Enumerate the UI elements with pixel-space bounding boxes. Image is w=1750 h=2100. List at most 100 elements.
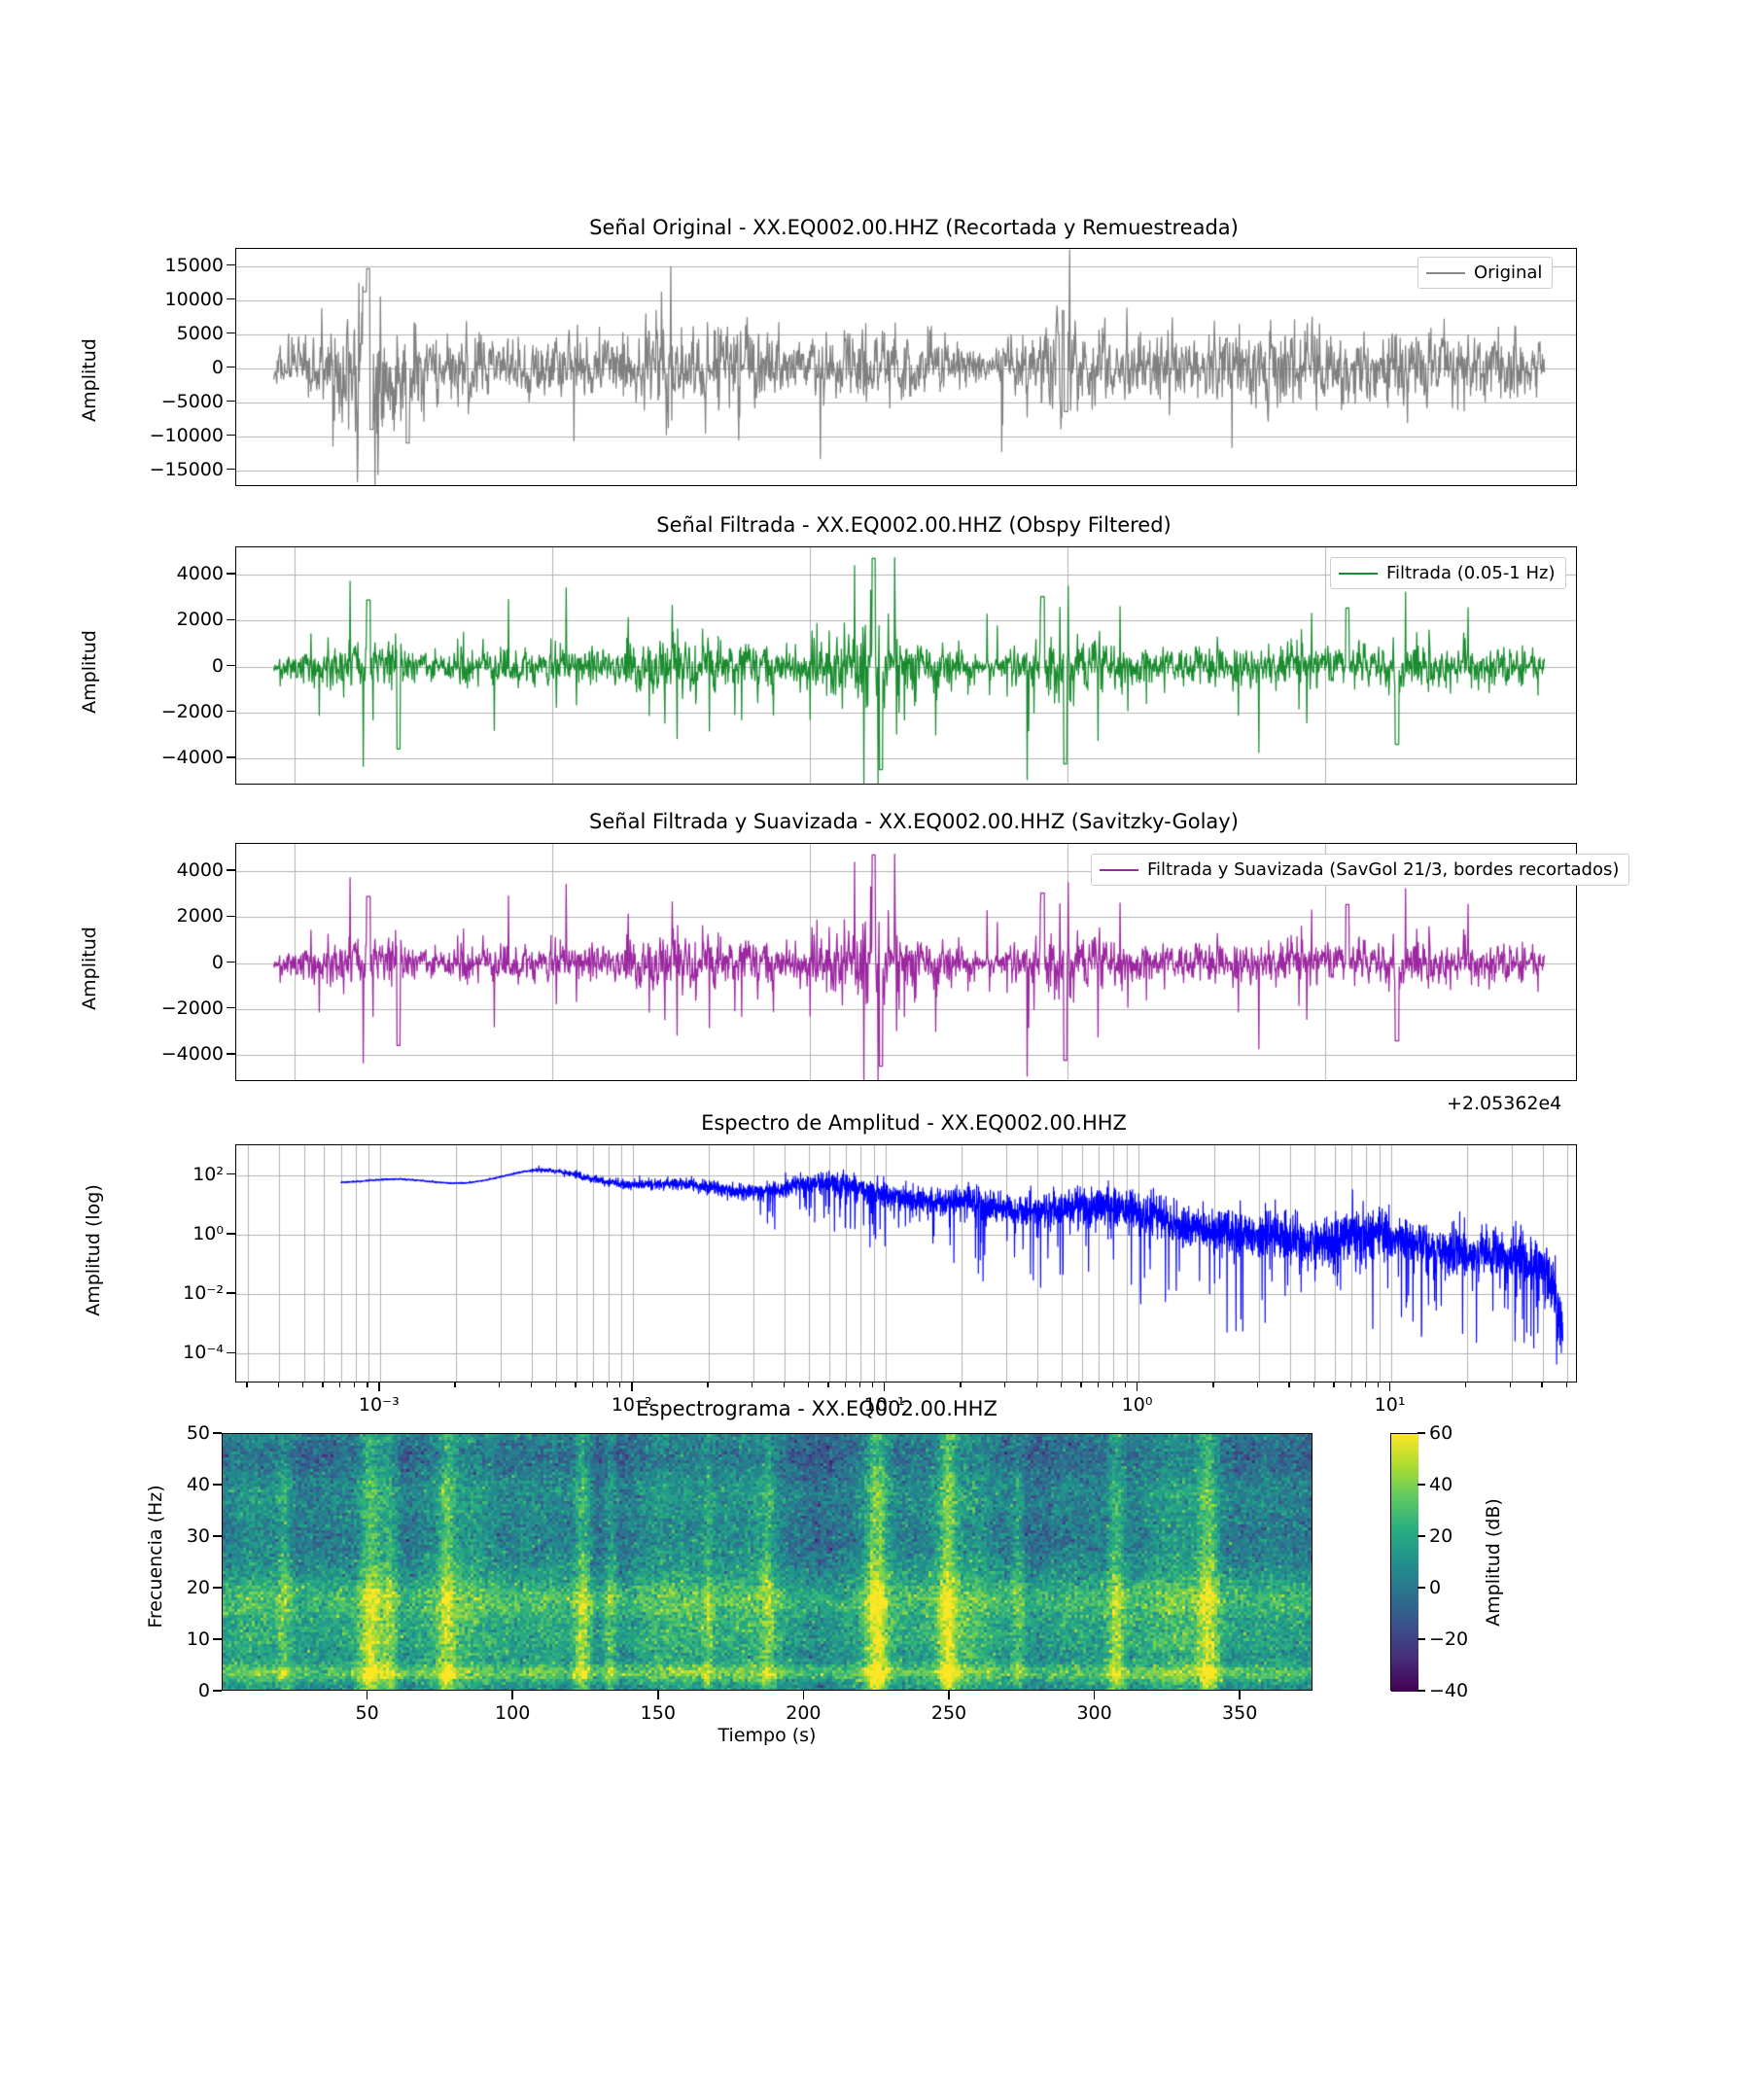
axis-tick-mark-minor (1565, 1382, 1567, 1387)
axis-tick-label: 0 (197, 1680, 210, 1701)
axis-tick-mark (1239, 1691, 1241, 1699)
axis-tick-mark (227, 755, 235, 758)
axis-tick-mark-minor (338, 1382, 341, 1387)
axis-tick-label: 10 (186, 1628, 210, 1650)
axis-tick-mark (227, 1233, 235, 1235)
axis-tick-label: 10⁰ (1121, 1394, 1153, 1416)
axis-tick-mark-minor (530, 1382, 532, 1387)
axis-tick-label: 300 (1076, 1702, 1112, 1724)
panel-espectrograma-axes (222, 1433, 1312, 1691)
axis-tick-mark-minor (322, 1382, 324, 1387)
axis-tick-label: 0 (211, 356, 224, 378)
axis-tick-label: 250 (930, 1702, 967, 1724)
axis-tick-mark-minor (1541, 1382, 1543, 1387)
axis-tick-mark-minor (454, 1382, 456, 1387)
axis-tick-mark-minor (606, 1382, 609, 1387)
axis-tick-label: 2000 (176, 905, 224, 928)
axis-tick-label: 40 (186, 1474, 210, 1495)
axis-tick-label: 4000 (176, 563, 224, 585)
axis-tick-label: 100 (495, 1702, 531, 1724)
legend-swatch-filtrada (1339, 572, 1378, 575)
panel-suavizada-offset: +2.05362e4 (1447, 1093, 1562, 1114)
axis-tick-mark (630, 1382, 633, 1391)
axis-tick-mark (227, 263, 235, 266)
axis-tick-mark (213, 1638, 222, 1640)
axis-tick-label: 4000 (176, 859, 224, 882)
axis-tick-mark-minor (1312, 1382, 1314, 1387)
axis-tick-label: −2000 (160, 997, 224, 1019)
axis-tick-mark-minor (554, 1382, 557, 1387)
axis-tick-mark-minor (960, 1382, 962, 1387)
colorbar-tick-label: −40 (1429, 1680, 1469, 1701)
axis-tick-label: 10⁻⁴ (183, 1342, 224, 1364)
axis-tick-mark (227, 1172, 235, 1175)
axis-tick-label: 350 (1222, 1702, 1258, 1724)
axis-tick-mark-minor (1004, 1382, 1006, 1387)
axis-tick-label: 20 (186, 1577, 210, 1598)
axis-tick-mark (378, 1382, 380, 1391)
axis-tick-mark-minor (353, 1382, 356, 1387)
axis-tick-mark-minor (1288, 1382, 1290, 1387)
colorbar-tick-mark (1418, 1690, 1425, 1692)
axis-tick-mark (1136, 1382, 1138, 1391)
panel-suavizada-legend: Filtrada y Suavizada (SavGol 21/3, borde… (1091, 854, 1630, 886)
panel-original-title: Señal Original - XX.EQ002.00.HHZ (Recort… (589, 216, 1239, 239)
axis-tick-mark (227, 618, 235, 621)
axis-tick-label: 15000 (164, 254, 224, 276)
axis-tick-mark-minor (1349, 1382, 1351, 1387)
colorbar-tick-mark (1418, 1638, 1425, 1640)
axis-tick-mark (213, 1432, 222, 1434)
axis-tick-mark (227, 1351, 235, 1354)
axis-tick-mark (511, 1691, 513, 1699)
panel-espectrograma-xlabel: Tiempo (s) (718, 1725, 817, 1746)
axis-tick-label: 200 (786, 1702, 822, 1724)
axis-tick-mark (213, 1484, 222, 1486)
colorbar-tick-label: 40 (1429, 1474, 1453, 1495)
axis-tick-mark-minor (1465, 1382, 1467, 1387)
axis-tick-label: 2000 (176, 609, 224, 631)
axis-tick-label: 10⁻² (183, 1282, 224, 1305)
axis-tick-mark-minor (1364, 1382, 1366, 1387)
axis-tick-mark-minor (783, 1382, 785, 1387)
axis-tick-mark-minor (1378, 1382, 1380, 1387)
axis-tick-mark-minor (872, 1382, 874, 1387)
axis-tick-label: 50 (355, 1702, 379, 1724)
axis-tick-label: −4000 (160, 746, 224, 768)
axis-tick-label: 50 (186, 1422, 210, 1444)
axis-tick-mark (883, 1382, 886, 1391)
axis-tick-label: −10000 (149, 424, 224, 446)
panel-espectrograma-title: Espectrograma - XX.EQ002.00.HHZ (636, 1397, 998, 1420)
axis-tick-mark-minor (858, 1382, 861, 1387)
axis-tick-mark-minor (301, 1382, 304, 1387)
colorbar-tick-label: 20 (1429, 1525, 1453, 1547)
colorbar-tick-mark (1418, 1484, 1425, 1486)
colorbar-label: Amplitud (dB) (1483, 1498, 1504, 1627)
panel-espectro-axes (235, 1144, 1577, 1382)
axis-tick-mark-minor (1097, 1382, 1099, 1387)
panel-filtrada-legend: Filtrada (0.05-1 Hz) (1330, 557, 1566, 589)
axis-tick-mark (366, 1691, 368, 1699)
axis-tick-mark (802, 1691, 805, 1699)
axis-tick-mark-minor (1256, 1382, 1259, 1387)
legend-swatch-original (1426, 271, 1465, 274)
axis-tick-label: 10² (192, 1163, 224, 1185)
axis-tick-mark-minor (246, 1382, 248, 1387)
axis-tick-mark-minor (367, 1382, 368, 1387)
axis-tick-mark (227, 664, 235, 667)
axis-tick-mark (227, 366, 235, 368)
axis-tick-mark (227, 400, 235, 402)
legend-label-suavizada: Filtrada y Suavizada (SavGol 21/3, borde… (1147, 859, 1620, 880)
axis-tick-mark (227, 434, 235, 437)
axis-tick-mark (227, 961, 235, 963)
colorbar-tick-mark (1418, 1535, 1425, 1537)
axis-tick-mark (657, 1691, 659, 1699)
axis-tick-label: 10¹ (1374, 1394, 1406, 1416)
axis-tick-label: 10⁻¹ (863, 1394, 905, 1416)
axis-tick-mark-minor (1080, 1382, 1082, 1387)
axis-tick-mark (227, 710, 235, 713)
panel-suavizada-title: Señal Filtrada y Suavizada - XX.EQ002.00… (589, 810, 1239, 833)
colorbar-tick-mark (1418, 1587, 1425, 1589)
colorbar-tick-label: 60 (1429, 1422, 1453, 1444)
axis-tick-mark-minor (1212, 1382, 1214, 1387)
panel-filtrada-title: Señal Filtrada - XX.EQ002.00.HHZ (Obspy … (656, 513, 1172, 537)
